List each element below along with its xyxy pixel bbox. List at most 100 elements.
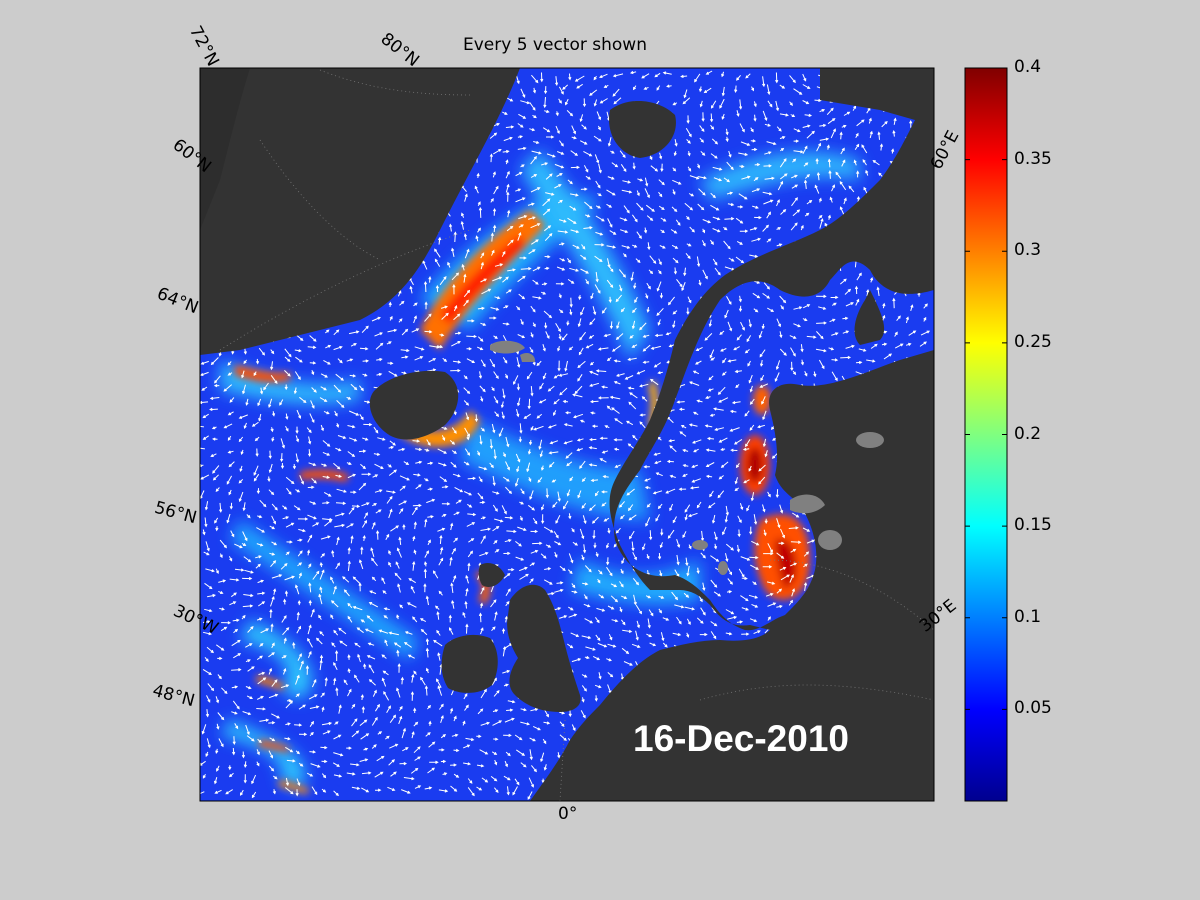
current-vector [503,551,511,556]
current-vector [790,174,798,179]
current-vector [723,177,731,183]
current-vector [450,368,461,373]
current-vector [348,437,358,442]
current-vector [601,307,607,314]
current-vector [650,165,659,172]
current-vector [311,679,317,688]
current-vector [642,543,646,551]
current-vector [412,439,421,443]
current-vector [321,721,333,726]
current-vector [793,139,800,143]
current-vector [466,334,477,339]
current-vector [641,73,650,79]
current-vector [546,135,555,139]
current-vector [594,490,599,497]
current-vector [296,778,301,787]
current-vector [285,413,289,420]
current-vector [352,606,363,611]
current-vector [311,478,317,484]
current-vector [238,436,244,443]
current-vector [779,136,786,140]
current-vector [204,582,213,590]
current-vector [611,162,619,168]
current-vector [231,668,242,672]
current-vector [284,348,292,358]
current-vector [592,306,597,316]
current-vector [362,359,370,363]
current-vector [477,492,484,500]
current-vector [463,744,471,749]
current-vector [790,361,794,372]
current-vector [558,309,564,314]
current-vector [602,475,609,479]
current-vector [558,373,569,377]
current-vector [247,666,255,672]
current-vector [531,150,542,155]
current-vector [452,574,457,583]
current-vector [526,371,533,380]
current-vector [388,561,392,568]
current-vector [672,257,679,264]
current-vector [606,658,612,662]
current-vector [595,551,599,558]
current-vector [223,423,233,429]
current-vector [891,148,895,154]
current-vector [606,357,612,362]
current-vector [649,255,657,264]
current-vector [347,425,356,429]
current-vector [696,256,701,268]
current-vector [228,461,235,468]
current-vector [691,464,698,468]
current-vector [555,323,561,333]
current-vector [439,276,447,286]
current-vector [518,113,527,119]
current-vector [643,465,650,469]
current-vector [814,98,822,103]
current-vector [702,269,708,280]
current-vector [500,401,504,409]
colorbar-tickmarks [965,67,1007,710]
current-vector [804,113,813,117]
current-vector [466,347,473,351]
current-vector [645,517,651,527]
current-vector [763,529,767,537]
current-vector [504,516,514,520]
current-vector [369,590,377,595]
current-vector [530,155,537,165]
current-vector [256,749,260,756]
current-vector [612,88,620,97]
current-vector [466,435,470,441]
current-vector [678,407,685,411]
current-vector [739,123,745,133]
current-vector [595,215,605,222]
current-vector [573,413,584,419]
current-vector [697,176,707,180]
current-vector [359,413,364,421]
current-vector [576,438,584,442]
current-vector [557,151,565,155]
current-vector [662,71,672,75]
current-vector [424,448,430,452]
current-vector [427,461,434,465]
current-vector [695,346,703,351]
current-vector [366,655,376,660]
current-vector [545,331,550,340]
current-vector [658,258,662,266]
current-vector [440,759,447,764]
current-vector [413,721,419,727]
current-vector [398,508,404,514]
current-vector [271,436,275,442]
current-vector [589,382,600,387]
current-vector [449,627,454,635]
current-vector [590,292,594,300]
current-vector [726,590,733,594]
current-vector [477,227,481,233]
current-vector [285,425,289,432]
current-vector [894,343,904,349]
current-vector [642,334,650,338]
current-vector [839,131,843,140]
current-vector [502,149,510,154]
current-vector [463,387,471,395]
current-vector [441,312,449,320]
current-vector [597,578,601,584]
